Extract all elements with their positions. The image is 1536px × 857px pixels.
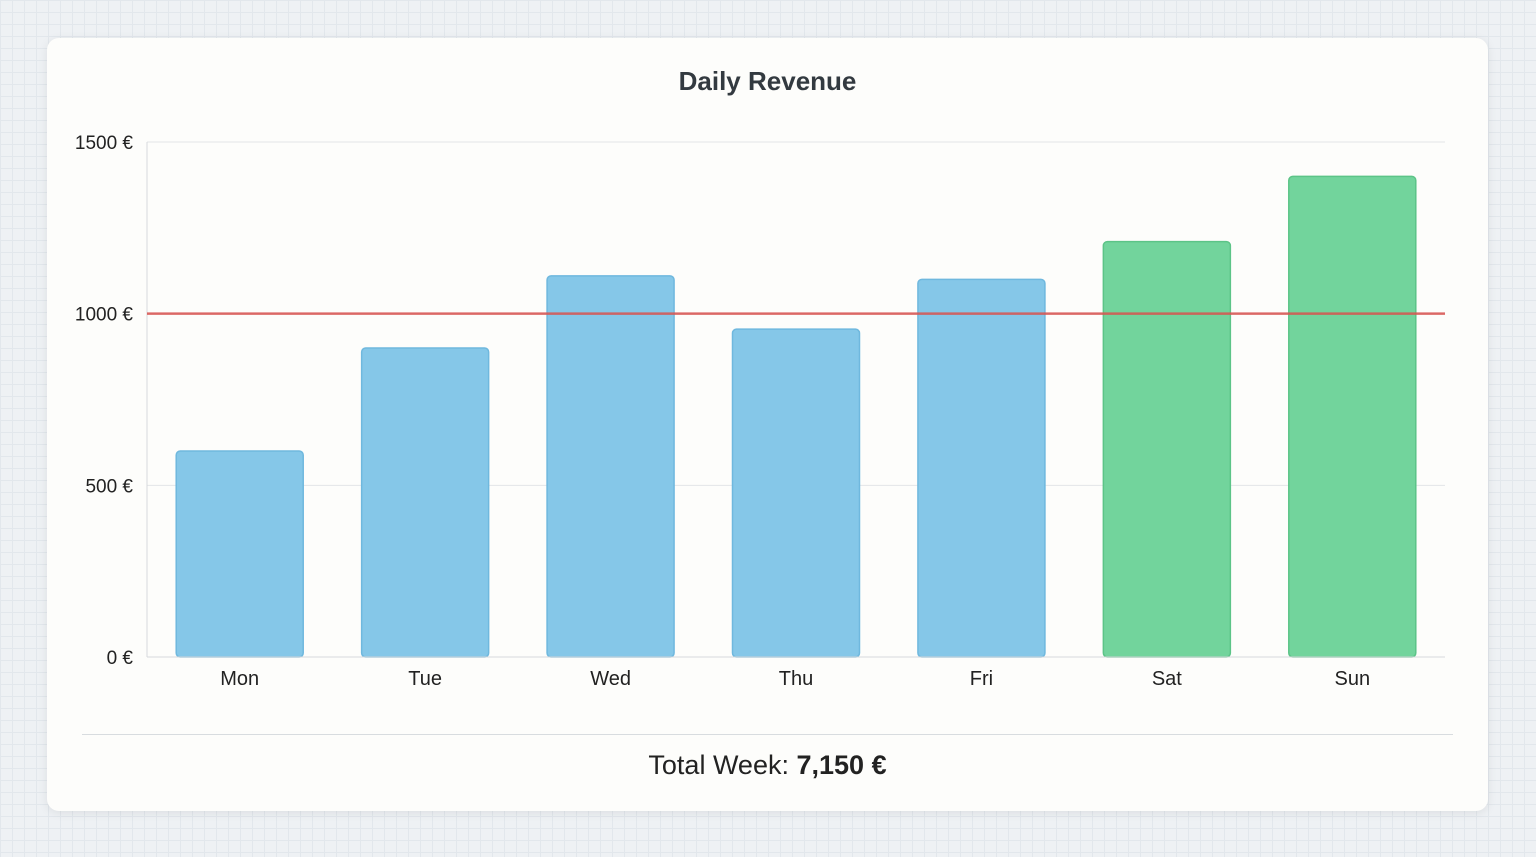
divider: [82, 734, 1453, 735]
chart-card: Daily Revenue 0 € 500 € 1000 € 1500 € Mon Tue…: [47, 38, 1488, 811]
bar-fri: [917, 278, 1046, 658]
total-label: Total Week:: [648, 750, 789, 780]
y-tick-label: 1000 €: [75, 305, 134, 326]
y-tick-label: 1500 €: [75, 133, 134, 154]
x-tick-label: Wed: [590, 668, 631, 690]
y-tick-label: 500 €: [85, 476, 133, 497]
bar-sat: [1102, 240, 1232, 658]
x-tick-label: Thu: [779, 668, 813, 690]
bar-chart: 0 € 500 € 1000 € 1500 € Mon Tue Wed Thu Fri Sat Su…: [75, 133, 1445, 690]
x-tick-label: Mon: [220, 668, 259, 690]
bar-mon: [175, 450, 304, 658]
chart-title: Daily Revenue: [678, 66, 857, 96]
y-tick-label: 0 €: [107, 648, 134, 669]
bar-wed: [546, 275, 675, 658]
bar-thu: [731, 328, 861, 658]
total-value: 7,150 €: [796, 750, 887, 780]
x-tick-label: Sun: [1334, 668, 1370, 690]
bar-sun: [1288, 175, 1417, 658]
bar-tue: [360, 347, 490, 658]
x-tick-label: Fri: [970, 668, 993, 690]
x-tick-label: Sat: [1152, 668, 1182, 690]
total-week: Total Week: 7,150 €: [47, 750, 1488, 781]
x-tick-label: Tue: [408, 668, 442, 690]
